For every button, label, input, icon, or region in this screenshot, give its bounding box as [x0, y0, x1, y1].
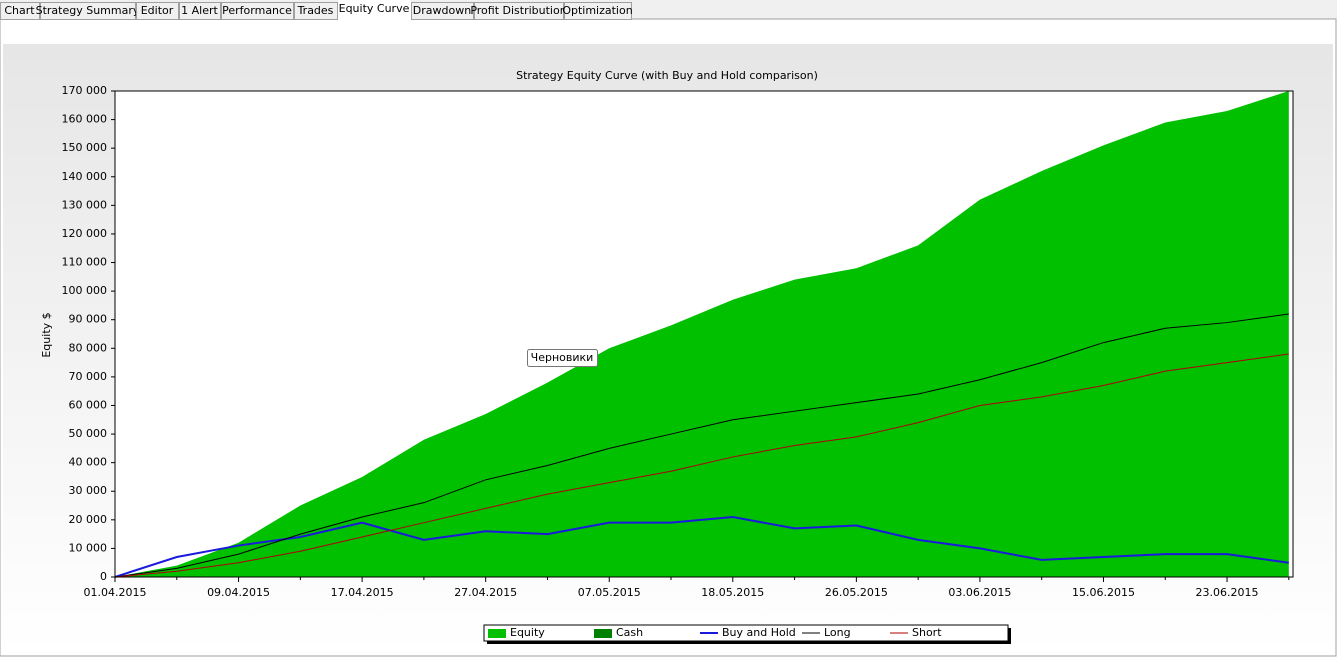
chart-title: Strategy Equity Curve (with Buy and Hold…	[516, 69, 818, 82]
tooltip	[527, 349, 598, 367]
y-tick-label: 140 000	[62, 170, 108, 183]
x-tick-label: 27.04.2015	[454, 586, 517, 599]
x-tick-label: 09.04.2015	[207, 586, 270, 599]
x-tick-label: 17.04.2015	[331, 586, 394, 599]
y-tick-label: 150 000	[62, 141, 108, 154]
tab[interactable]	[474, 2, 564, 20]
tab[interactable]	[338, 0, 411, 20]
tab[interactable]	[294, 2, 338, 20]
tooltip-text: Черновики	[531, 351, 594, 364]
legend-label: Short	[912, 626, 942, 639]
tab-label[interactable]: Equity Curve	[339, 2, 410, 15]
tab-label[interactable]: Trades	[297, 4, 334, 17]
tab[interactable]	[0, 2, 40, 20]
tab[interactable]	[179, 2, 221, 20]
legend	[483, 624, 1009, 642]
y-tick-label: 50 000	[69, 427, 108, 440]
y-tick-label: 130 000	[62, 198, 108, 211]
line	[114, 313, 1289, 578]
tab[interactable]	[136, 2, 179, 20]
tab[interactable]	[411, 2, 474, 20]
x-tick-label: 01.04.2015	[84, 586, 147, 599]
tab-label[interactable]: Drawdown	[413, 4, 471, 17]
x-tick-label: 03.06.2015	[948, 586, 1011, 599]
legend-swatch	[488, 629, 506, 638]
y-tick-label: 20 000	[69, 513, 108, 526]
y-tick-label: 30 000	[69, 484, 108, 497]
y-tick-label: 170 000	[62, 84, 108, 97]
area	[115, 91, 1289, 577]
x-tick-label: 26.05.2015	[825, 586, 888, 599]
tab-label[interactable]: Editor	[141, 4, 174, 17]
legend-label: Long	[824, 626, 851, 639]
tab-label[interactable]: Profit Distribution	[470, 4, 566, 17]
tab-label[interactable]: Optimization	[562, 4, 632, 17]
y-tick-label: 0	[100, 570, 107, 583]
tab-label[interactable]: Performance	[222, 4, 292, 17]
y-tick-label: 80 000	[69, 341, 108, 354]
y-tick-label: 60 000	[69, 398, 108, 411]
y-tick-label: 100 000	[62, 284, 108, 297]
legend-label: Cash	[616, 626, 643, 639]
legend-label: Equity	[510, 626, 545, 639]
y-tick-label: 40 000	[69, 456, 108, 469]
tab-label[interactable]: Chart	[4, 4, 35, 17]
y-tick-label: 90 000	[69, 313, 108, 326]
y-tick-label: 120 000	[62, 227, 108, 240]
y-tick-label: 110 000	[62, 256, 108, 269]
tab[interactable]	[564, 2, 632, 20]
y-tick-label: 70 000	[69, 370, 108, 383]
line	[114, 515, 1289, 578]
y-tick-label: 10 000	[69, 541, 108, 554]
legend-swatch	[594, 629, 612, 638]
x-tick-label: 07.05.2015	[578, 586, 641, 599]
x-tick-label: 23.06.2015	[1196, 586, 1259, 599]
tab[interactable]	[40, 2, 136, 20]
plot-frame	[114, 90, 1294, 578]
y-tick-label: 160 000	[62, 113, 108, 126]
tab-label[interactable]: Strategy Summary	[36, 4, 140, 17]
line	[114, 353, 1289, 578]
y-axis-label: Equity $	[40, 312, 53, 357]
tab[interactable]	[221, 2, 294, 20]
legend-label: Buy and Hold	[722, 626, 796, 639]
tab-label[interactable]: 1 Alert	[181, 4, 218, 17]
x-tick-label: 18.05.2015	[701, 586, 764, 599]
x-tick-label: 15.06.2015	[1072, 586, 1135, 599]
